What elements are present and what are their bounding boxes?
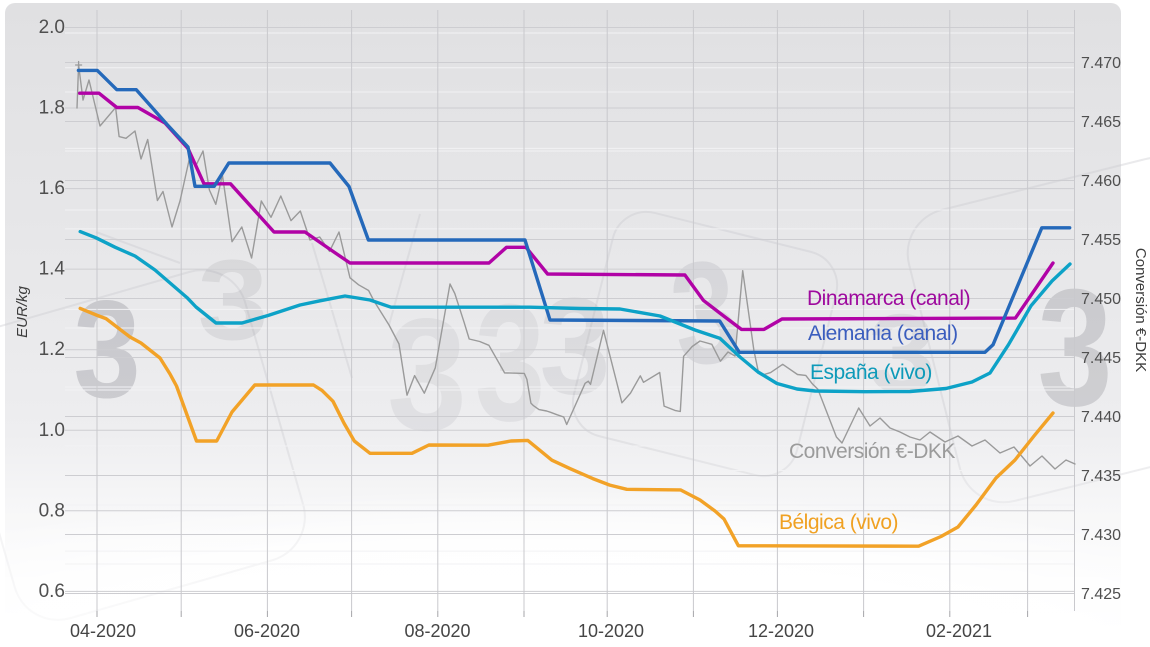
svg-text:7.445: 7.445 xyxy=(1081,350,1121,367)
svg-text:08-2020: 08-2020 xyxy=(404,621,470,641)
svg-text:7.430: 7.430 xyxy=(1081,527,1121,544)
svg-text:12-2020: 12-2020 xyxy=(748,621,814,641)
svg-text:0.8: 0.8 xyxy=(39,500,65,521)
svg-text:2.0: 2.0 xyxy=(39,17,65,38)
svg-text:3: 3 xyxy=(539,270,610,423)
svg-text:04-2020: 04-2020 xyxy=(70,621,136,641)
svg-text:1.0: 1.0 xyxy=(39,420,65,441)
svg-text:1.8: 1.8 xyxy=(39,98,65,119)
svg-text:1.4: 1.4 xyxy=(39,259,66,280)
svg-text:3: 3 xyxy=(475,270,545,456)
svg-text:3: 3 xyxy=(661,227,748,398)
svg-text:7.455: 7.455 xyxy=(1081,232,1121,249)
svg-text:7.470: 7.470 xyxy=(1081,55,1121,72)
svg-text:3: 3 xyxy=(198,236,269,363)
svg-text:7.440: 7.440 xyxy=(1081,409,1121,426)
svg-text:02-2021: 02-2021 xyxy=(926,621,992,641)
svg-text:10-2020: 10-2020 xyxy=(578,621,644,641)
svg-text:EUR/kg: EUR/kg xyxy=(14,286,31,338)
svg-text:1.6: 1.6 xyxy=(39,178,65,199)
svg-text:7.425: 7.425 xyxy=(1081,586,1121,603)
svg-text:1.2: 1.2 xyxy=(39,339,65,360)
svg-text:7.435: 7.435 xyxy=(1081,468,1121,485)
svg-text:3: 3 xyxy=(73,271,140,427)
svg-text:0.6: 0.6 xyxy=(39,581,65,602)
svg-text:7.465: 7.465 xyxy=(1081,114,1121,131)
svg-text:06-2020: 06-2020 xyxy=(234,621,300,641)
svg-text:Conversión €-DKK: Conversión €-DKK xyxy=(1132,248,1149,372)
svg-text:7.450: 7.450 xyxy=(1081,291,1121,308)
svg-text:7.460: 7.460 xyxy=(1081,173,1121,190)
